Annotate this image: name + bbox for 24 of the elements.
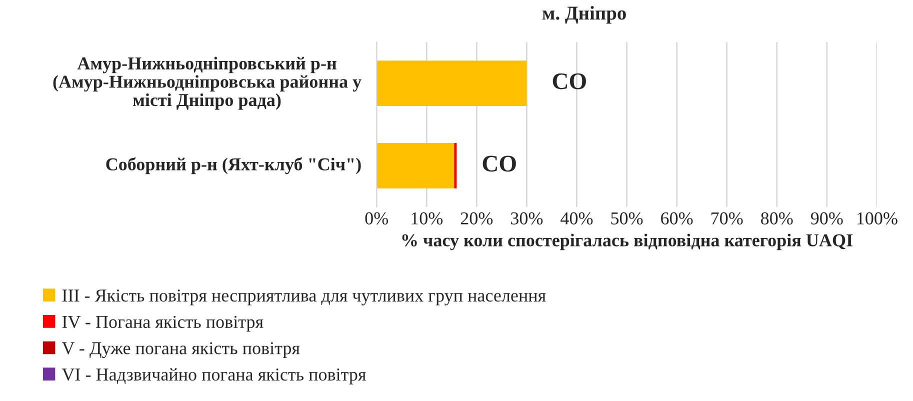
annotation: CO <box>482 156 516 172</box>
x-tick-label: 30% <box>511 212 543 225</box>
x-tick-label: 20% <box>460 212 493 225</box>
legend-label: III - Якість повітря несприятлива для чутливих груп населення <box>62 290 546 306</box>
bar <box>376 60 527 106</box>
y-tick-label: Соборний р-н (Яхт-клуб "Січ") <box>106 157 361 174</box>
y-tick-label: Амур-Нижньодніпровський р-н (Амур-Нижньодніпровська районна у місті Дніпро рада) <box>53 56 362 110</box>
x-tick-label: 80% <box>761 212 793 225</box>
legend-label: V - Дуже погана якість повітря <box>62 342 300 358</box>
x-tick-label: 40% <box>560 212 593 225</box>
x-tick-label: 0% <box>365 212 388 225</box>
bar <box>376 143 454 188</box>
x-tick-label: 60% <box>661 212 693 225</box>
x-tick-label: 10% <box>412 212 443 225</box>
annotation: CO <box>552 73 586 90</box>
x-tick-label: 100% <box>857 212 898 225</box>
x-tick-label: 50% <box>611 212 643 225</box>
chart-title: м. Дніпро <box>542 6 626 24</box>
x-tick-label: 70% <box>711 212 743 225</box>
x-tick-label: 90% <box>810 212 843 225</box>
legend-label: VI - Надзвичайно погана якість повітря <box>62 368 366 384</box>
bar <box>454 143 457 188</box>
x-axis-title: % часу коли спостерігалась відповідна категорія UAQI <box>402 234 852 250</box>
legend-label: IV - Погана якість повітря <box>62 316 264 332</box>
